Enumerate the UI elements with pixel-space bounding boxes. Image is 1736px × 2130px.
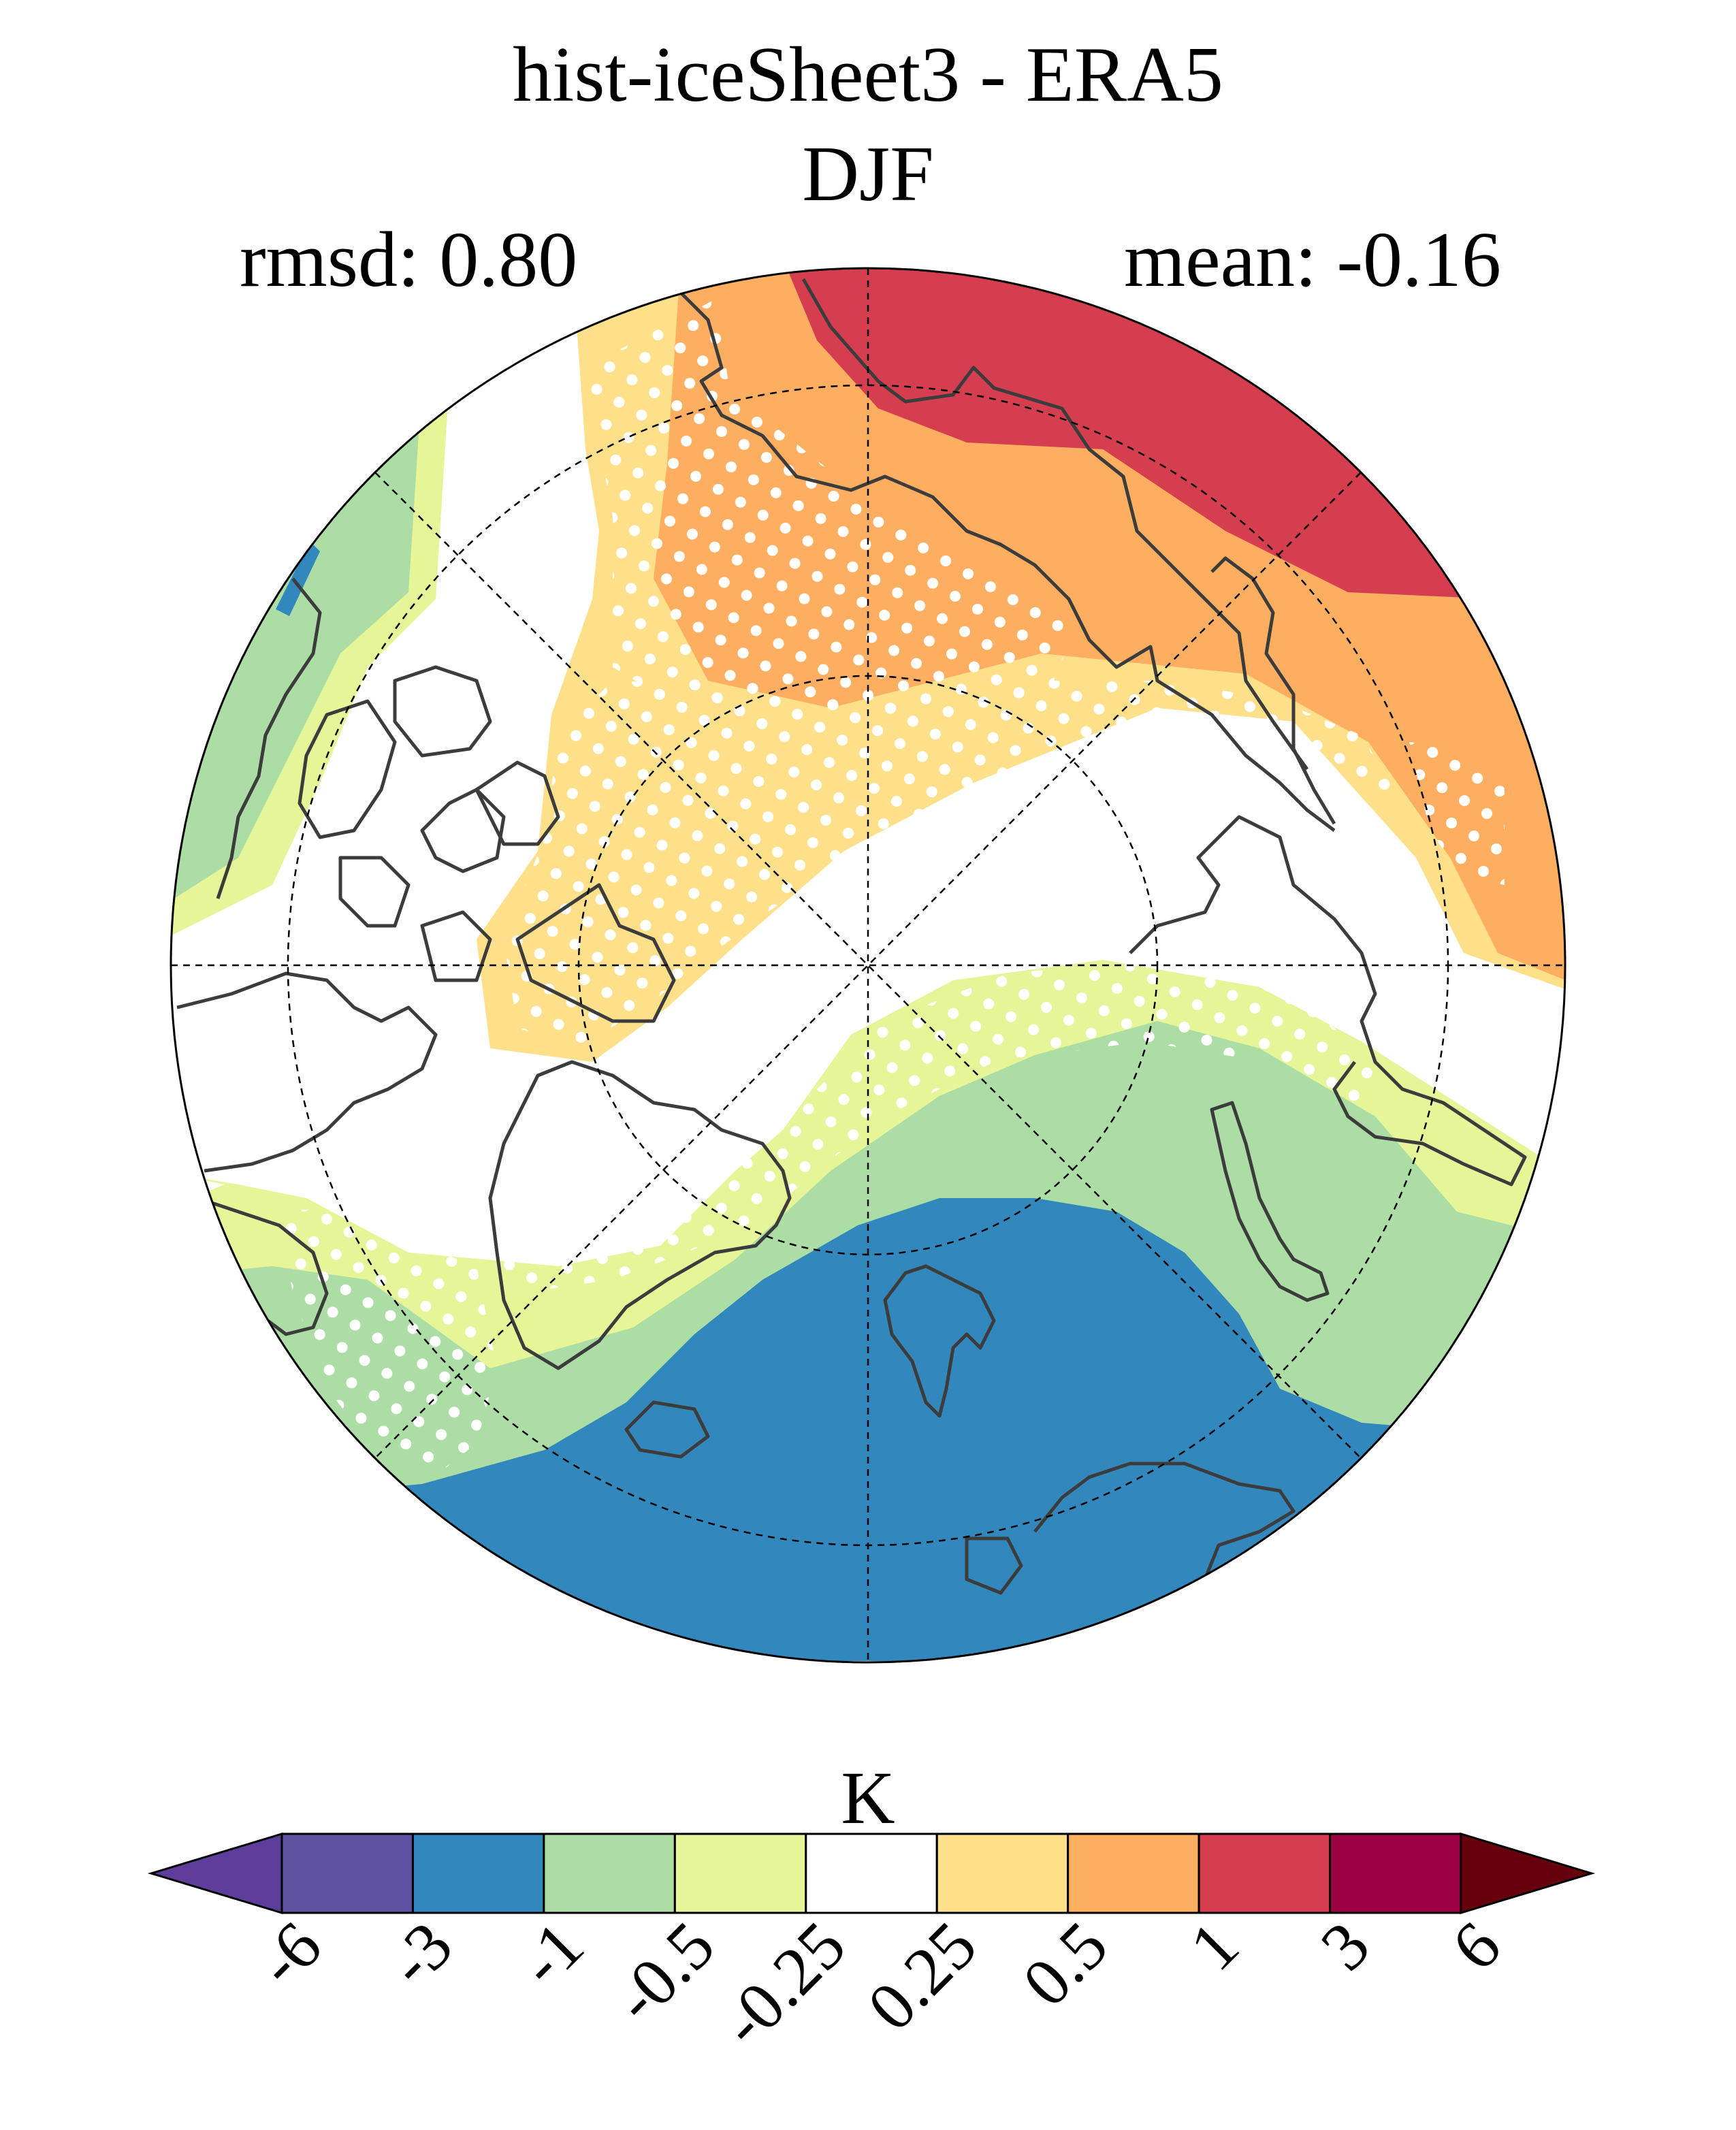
colorbar-extend-high xyxy=(1460,1832,1596,1915)
colorbar-tick-label: -6 xyxy=(242,1907,336,2001)
colorbar-box xyxy=(935,1833,1070,1914)
mean-label: mean: -0.16 xyxy=(1124,216,1501,304)
colorbar-tick-label: -0.5 xyxy=(599,1907,728,2037)
colorbar-box xyxy=(1197,1833,1332,1914)
colorbar-tick-label: -3 xyxy=(373,1907,466,2001)
colorbar xyxy=(147,1832,1596,1915)
rmsd-label: rmsd: 0.80 xyxy=(240,216,577,304)
colorbar-tick-label: 3 xyxy=(1306,1907,1384,1985)
colorbar-tick-label: 0.25 xyxy=(853,1907,991,2045)
coastlines xyxy=(176,278,1527,1622)
coastline-canadian-archipelago-6 xyxy=(393,665,492,758)
colorbar-extend-low xyxy=(147,1832,283,1915)
colorbar-box xyxy=(805,1833,938,1914)
field-cold-nw xyxy=(276,541,320,616)
colorbar-box xyxy=(1329,1833,1462,1914)
colorbar-tick-label: 1 xyxy=(1175,1907,1253,1985)
coastline-british-isles xyxy=(965,1536,1023,1595)
colorbar-box xyxy=(1067,1833,1200,1914)
coastline-alaska xyxy=(216,577,322,899)
stipple-north xyxy=(585,300,1076,715)
coastline-east-siberia xyxy=(1210,556,1336,825)
map-boundary xyxy=(170,267,1566,1664)
stipple-southwest xyxy=(279,1205,497,1470)
coastline-greenland xyxy=(488,1060,792,1370)
colorbar-box xyxy=(543,1833,676,1914)
coastline-iceland xyxy=(624,1400,710,1459)
colorbar-tick-label: -1 xyxy=(504,1907,598,2001)
coastline-baffin xyxy=(298,699,397,839)
coastline-taimyr xyxy=(1129,815,1527,1187)
coastline-canadian-archipelago-5 xyxy=(475,760,560,846)
coastline-north-russia xyxy=(653,291,1336,832)
coastline-canada-mainland xyxy=(176,971,438,1173)
title-line2: DJF xyxy=(802,131,933,218)
coastline-canadian-archipelago-1 xyxy=(515,883,676,1023)
colorbar-tick-label: -0.25 xyxy=(706,1907,860,2061)
coastline-scandinavia xyxy=(883,1264,996,1418)
colorbar-box xyxy=(673,1833,807,1914)
coastline-canadian-archipelago-3 xyxy=(338,856,411,928)
colorbar-tick-label: 0.5 xyxy=(1008,1907,1122,2021)
colorbar-ticks: -6 -3 -1 -0.5-0.250.25 0.5 1 3 6 xyxy=(242,1907,1515,2061)
colorbar-unit: K xyxy=(841,1756,895,1839)
stipple-east xyxy=(1409,742,1505,885)
colorbar-tick-label: 6 xyxy=(1437,1907,1515,1985)
title-line1: hist-iceSheet3 - ERA5 xyxy=(513,31,1223,118)
coastline-canadian-archipelago-4 xyxy=(420,910,492,982)
graticule xyxy=(171,268,1565,1662)
colorbar-box xyxy=(280,1833,414,1914)
coastline-chukotka xyxy=(801,278,1309,771)
colorbar-box xyxy=(411,1833,545,1914)
stipple-center xyxy=(504,681,1402,1048)
stipple-south-band xyxy=(477,960,1375,1293)
coastline-novaya-zemlya xyxy=(1210,1101,1330,1302)
